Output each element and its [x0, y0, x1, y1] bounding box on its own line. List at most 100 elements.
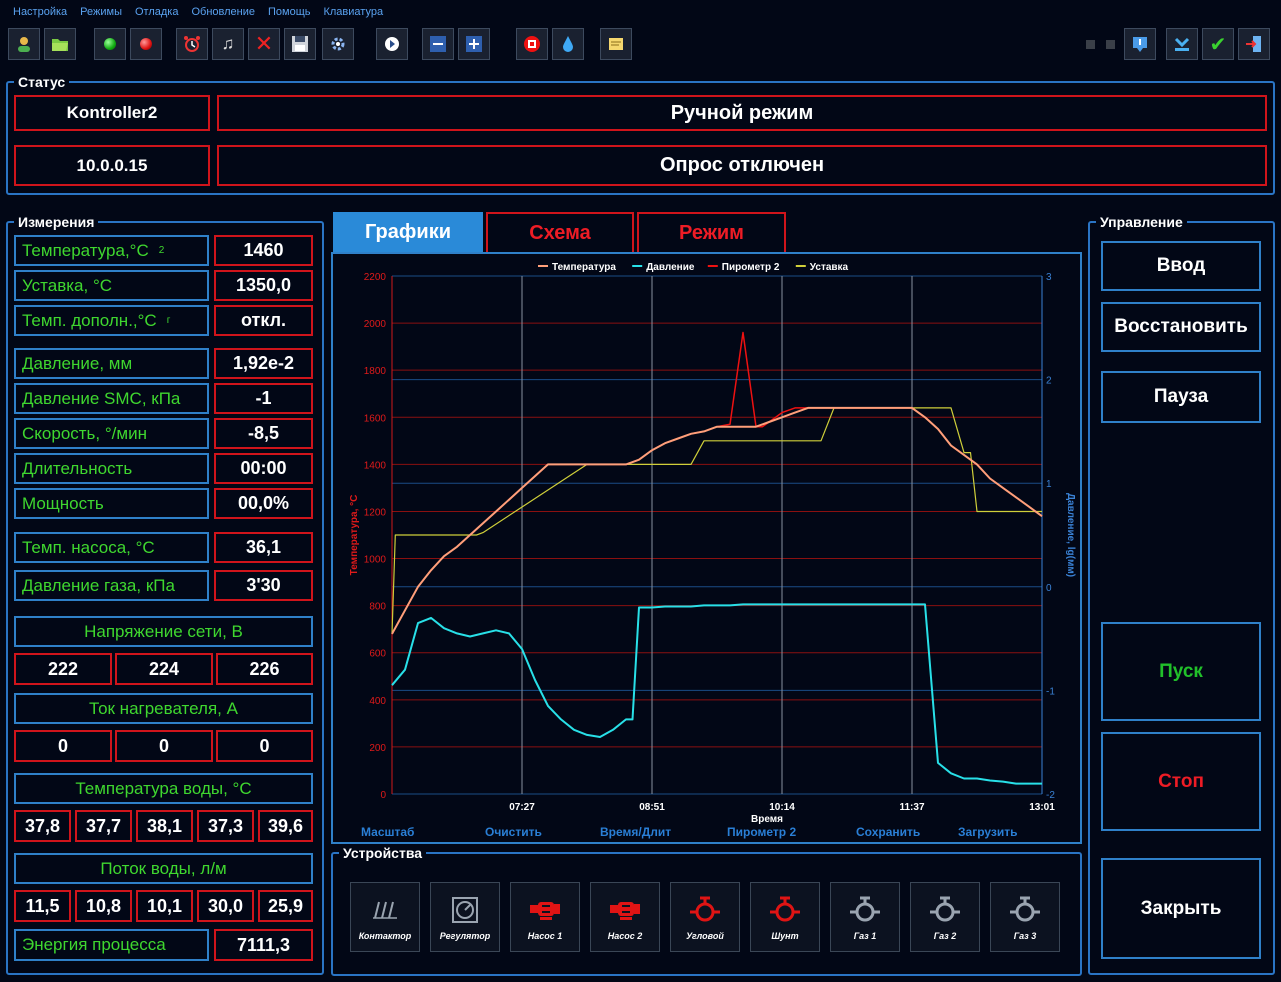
water-flow-value-3: 10,1 [136, 890, 193, 922]
note-button[interactable] [600, 28, 632, 60]
mode-status: Ручной режим [217, 95, 1267, 131]
status-group: Статус [6, 74, 1275, 195]
y-tick-label: 1800 [364, 366, 387, 377]
energy-label: Энергия процесса [14, 929, 209, 961]
measurement-value: 1460 [214, 235, 313, 266]
y-tick-label: 800 [369, 602, 386, 613]
series-line [391, 407, 1042, 634]
confirm-button[interactable]: ✔ [1202, 28, 1234, 60]
zoom-out-button[interactable] [422, 28, 454, 60]
green-indicator-button[interactable] [94, 28, 126, 60]
download-button[interactable] [1166, 28, 1198, 60]
chart-time-duration-button[interactable]: Время/Длит [600, 825, 672, 839]
y-tick-label: 1000 [364, 555, 387, 566]
current-value-2: 0 [115, 730, 213, 762]
menu-keyboard[interactable]: Клавиатура [323, 6, 384, 18]
y-tick-label: 1600 [364, 413, 387, 424]
restore-button[interactable]: Восстановить [1101, 302, 1261, 352]
info-button[interactable] [1124, 28, 1156, 60]
alarm-button[interactable] [176, 28, 208, 60]
download-icon [1174, 37, 1190, 51]
process-chart[interactable]: 0 200 400 600 800 1000 1200 1400 1600 1800 2000 220… [333, 254, 1080, 842]
device-button[interactable]: Насос 1 [510, 882, 580, 952]
device-button[interactable]: Газ 3 [990, 882, 1060, 952]
device-button[interactable]: Шунт [750, 882, 820, 952]
save-button[interactable] [284, 28, 316, 60]
alarm-clock-icon [184, 36, 200, 52]
device-button[interactable]: Регулятор [430, 882, 500, 952]
chart-clear-button[interactable]: Очистить [485, 825, 542, 839]
poll-status: Опрос отключен [217, 145, 1267, 186]
exit-icon [1246, 36, 1261, 52]
sound-button[interactable]: ♫ [212, 28, 244, 60]
user-button[interactable] [8, 28, 40, 60]
settings-button[interactable] [322, 28, 354, 60]
start-button[interactable]: Пуск [1101, 622, 1261, 721]
pause-button[interactable]: Пауза [1101, 371, 1261, 423]
measurement-label: Темп. дополн.,°C г [14, 305, 209, 336]
exit-button[interactable] [1238, 28, 1270, 60]
device-button[interactable]: Газ 1 [830, 882, 900, 952]
enter-button[interactable]: Ввод [1101, 241, 1261, 291]
measurement-label: Длительность [14, 453, 209, 484]
chart-save-button[interactable]: Сохранить [856, 825, 921, 839]
green-dot-icon [104, 38, 116, 50]
y-tick-label: 0 [380, 790, 386, 801]
device-label: Контактор [358, 931, 412, 941]
measurement-label-text: Давление SMC, кПа [22, 388, 181, 408]
voltage-header: Напряжение сети, В [14, 616, 313, 647]
measurement-label-text: Уставка, °C [22, 275, 113, 295]
device-label: Насос 2 [607, 931, 643, 941]
measurement-value: -8,5 [214, 418, 313, 449]
red-indicator-button[interactable] [130, 28, 162, 60]
user-icon [18, 37, 30, 52]
run-button[interactable] [376, 28, 408, 60]
chart-pyrometer2-button[interactable]: Пирометр 2 [727, 825, 797, 839]
chart-panel [331, 252, 1082, 844]
measurement-label-text: Скорость, °/мин [22, 423, 147, 443]
device-button[interactable]: Газ 2 [910, 882, 980, 952]
legend-entry: Уставка [810, 262, 849, 273]
device-button[interactable]: Насос 2 [590, 882, 660, 952]
water-button[interactable] [552, 28, 584, 60]
stop-toolbar-button[interactable] [516, 28, 548, 60]
menu-help[interactable]: Помощь [267, 6, 311, 18]
y-tick-label: 400 [369, 696, 386, 707]
open-button[interactable] [44, 28, 76, 60]
device-button[interactable]: Контактор [350, 882, 420, 952]
device-button[interactable]: Угловой [670, 882, 740, 952]
chart-load-button[interactable]: Загрузить [958, 825, 1018, 839]
chart-scale-button[interactable]: Масштаб [361, 825, 415, 839]
legend-entry: Давление [646, 262, 695, 273]
measurement-label: Давление газа, кПа [14, 570, 209, 601]
y-tick-label: 1200 [364, 507, 387, 518]
tab-mode[interactable]: Режим [637, 212, 786, 252]
ip-address: 10.0.0.15 [14, 145, 210, 186]
delete-button[interactable]: ✕ [248, 28, 280, 60]
stop-button[interactable]: Стоп [1101, 732, 1261, 831]
menu-debug[interactable]: Отладка [134, 6, 179, 18]
menu-modes[interactable]: Режимы [80, 6, 122, 18]
measurement-value: 1,92e-2 [214, 348, 313, 379]
tab-scheme[interactable]: Схема [486, 212, 634, 252]
water-flow-value-5: 25,9 [258, 890, 313, 922]
close-button[interactable]: Закрыть [1101, 858, 1261, 959]
measurements-title: Измерения [14, 214, 99, 230]
y2-tick-label: 1 [1046, 479, 1052, 490]
valve-icon [1007, 895, 1043, 925]
measurement-value: 1350,0 [214, 270, 313, 301]
device-label: Газ 3 [1013, 931, 1037, 941]
tab-charts[interactable]: Графики [333, 212, 483, 252]
legend-entry: Пирометр 2 [722, 262, 780, 273]
close-icon: ✕ [254, 31, 274, 56]
x-tick-label: 13:01 [1029, 802, 1055, 813]
x-tick-label: 08:51 [639, 802, 665, 813]
measurement-label-text: Давление газа, кПа [22, 575, 175, 595]
menu-update[interactable]: Обновление [191, 6, 255, 18]
menu-settings[interactable]: Настройка [13, 6, 68, 18]
y2-tick-label: 3 [1046, 272, 1052, 283]
zoom-in-button[interactable] [458, 28, 490, 60]
water-temp-value-3: 38,1 [136, 810, 193, 842]
x-axis-title: Время [751, 814, 783, 825]
voltage-value-1: 222 [14, 653, 112, 685]
